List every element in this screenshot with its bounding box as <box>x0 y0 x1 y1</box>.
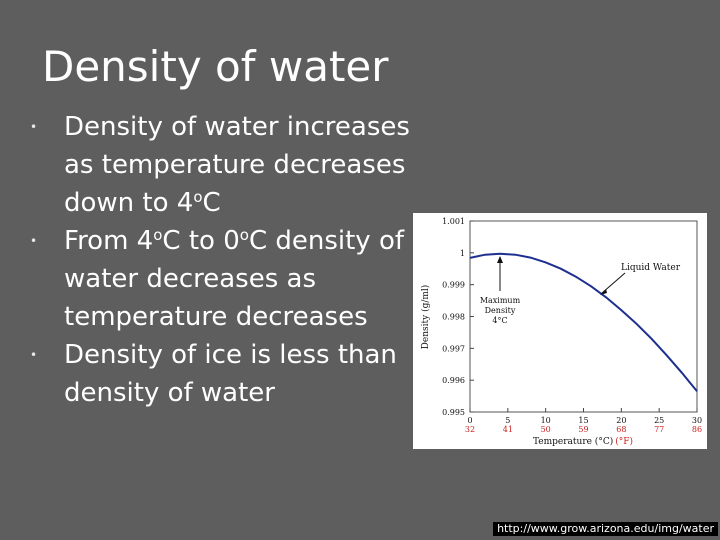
bullet-list: • Density of water increases as temperat… <box>0 108 410 412</box>
bullet-item: • Density of ice is less than density of… <box>30 340 397 408</box>
x-tick-label-f: 32 <box>465 425 475 434</box>
bullet-item: • From 4oC to 0oC density of water decre… <box>30 226 405 332</box>
y-tick-label: 0.995 <box>442 408 465 417</box>
x-tick-label-f: 77 <box>654 425 664 434</box>
x-tick-label-f: 68 <box>616 425 626 434</box>
x-tick-label-f: 86 <box>692 425 702 434</box>
annotation-liquid-water: Liquid Water <box>621 263 681 273</box>
density-chart: 0 32 5 41 10 50 15 59 20 68 25 77 30 86 0.995 0.996 0.99… <box>413 213 707 449</box>
x-tick-label: 25 <box>654 416 664 425</box>
annotation-arrowhead-liquid-water <box>600 289 607 295</box>
y-axis-label: Density (g/ml) <box>420 285 431 350</box>
x-tick-label: 5 <box>505 416 510 425</box>
annotation-max-density: Maximum Density 4°C <box>480 296 521 325</box>
x-tick-label-f: 41 <box>503 425 513 434</box>
y-tick-label: 0.997 <box>442 344 465 353</box>
x-tick-label: 20 <box>616 416 626 425</box>
series-line-liquid-water <box>469 252 698 392</box>
y-tick-label: 0.998 <box>442 313 465 322</box>
bullet-dot-icon: • <box>30 348 38 362</box>
source-url: http://www.grow.arizona.edu/img/water <box>493 522 718 536</box>
x-tick-label: 10 <box>541 416 551 425</box>
x-tick-label: 0 <box>467 416 472 425</box>
x-axis-label: Temperature (°C) (°F) <box>533 436 633 447</box>
y-tick-label: 0.996 <box>442 376 465 385</box>
x-tick-label-f: 50 <box>541 425 551 434</box>
x-tick-label-f: 59 <box>578 425 588 434</box>
y-tick-label: 0.999 <box>442 281 465 290</box>
bullet-item: • Density of water increases as temperat… <box>30 112 410 218</box>
y-tick-label: 1 <box>460 249 465 258</box>
y-tick-label: 1.001 <box>442 217 465 226</box>
bullet-dot-icon: • <box>30 234 38 248</box>
x-tick-label: 30 <box>692 416 702 425</box>
slide-title: Density of water <box>42 42 389 91</box>
x-tick-label: 15 <box>578 416 588 425</box>
annotation-arrowhead-max-density <box>497 256 503 263</box>
bullet-dot-icon: • <box>30 120 38 134</box>
